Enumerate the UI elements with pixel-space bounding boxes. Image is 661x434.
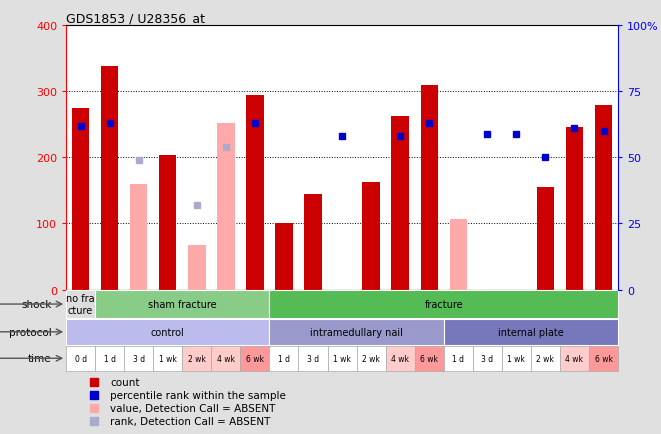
Text: no fra
cture: no fra cture bbox=[66, 293, 95, 315]
Text: 1 wk: 1 wk bbox=[333, 354, 351, 363]
Bar bbox=[537, 187, 554, 290]
Text: 4 wk: 4 wk bbox=[217, 354, 235, 363]
Bar bbox=[270, 290, 618, 318]
Text: 3 d: 3 d bbox=[133, 354, 145, 363]
Bar bbox=[66, 290, 95, 318]
Bar bbox=[66, 319, 270, 345]
Text: 2 wk: 2 wk bbox=[188, 354, 206, 363]
Bar bbox=[153, 346, 182, 371]
Text: 2 wk: 2 wk bbox=[362, 354, 380, 363]
Bar bbox=[182, 346, 212, 371]
Bar bbox=[270, 319, 444, 345]
Text: 6 wk: 6 wk bbox=[420, 354, 438, 363]
Bar bbox=[362, 182, 380, 290]
Text: 4 wk: 4 wk bbox=[565, 354, 584, 363]
Text: value, Detection Call = ABSENT: value, Detection Call = ABSENT bbox=[110, 403, 276, 413]
Text: 1 wk: 1 wk bbox=[159, 354, 176, 363]
Bar bbox=[159, 155, 176, 290]
Bar bbox=[502, 346, 531, 371]
Text: intramedullary nail: intramedullary nail bbox=[310, 327, 403, 337]
Bar bbox=[385, 346, 414, 371]
Bar bbox=[246, 96, 264, 290]
Bar bbox=[444, 346, 473, 371]
Bar bbox=[95, 290, 270, 318]
Text: count: count bbox=[110, 377, 139, 387]
Text: 0 d: 0 d bbox=[75, 354, 87, 363]
Text: control: control bbox=[151, 327, 184, 337]
Bar bbox=[299, 346, 328, 371]
Bar bbox=[356, 346, 385, 371]
Bar bbox=[391, 116, 409, 290]
Text: internal plate: internal plate bbox=[498, 327, 564, 337]
Text: 1 d: 1 d bbox=[278, 354, 290, 363]
Text: time: time bbox=[28, 353, 52, 363]
Bar bbox=[560, 346, 589, 371]
Bar bbox=[66, 346, 95, 371]
Bar bbox=[589, 346, 618, 371]
Bar bbox=[130, 184, 147, 290]
Text: 2 wk: 2 wk bbox=[537, 354, 555, 363]
Bar bbox=[72, 108, 89, 290]
Bar bbox=[95, 346, 124, 371]
Bar bbox=[531, 346, 560, 371]
Text: fracture: fracture bbox=[424, 299, 463, 309]
Bar bbox=[304, 194, 322, 290]
Text: sham fracture: sham fracture bbox=[148, 299, 217, 309]
Text: GDS1853 / U28356_at: GDS1853 / U28356_at bbox=[66, 12, 205, 25]
Text: 3 d: 3 d bbox=[481, 354, 493, 363]
Bar bbox=[241, 346, 270, 371]
Bar bbox=[124, 346, 153, 371]
Bar bbox=[217, 124, 235, 290]
Text: 1 d: 1 d bbox=[452, 354, 464, 363]
Bar bbox=[270, 346, 299, 371]
Text: 4 wk: 4 wk bbox=[391, 354, 409, 363]
Bar bbox=[473, 346, 502, 371]
Text: 3 d: 3 d bbox=[307, 354, 319, 363]
Bar bbox=[449, 219, 467, 290]
Text: percentile rank within the sample: percentile rank within the sample bbox=[110, 390, 286, 400]
Bar bbox=[420, 85, 438, 290]
Text: shock: shock bbox=[21, 299, 52, 309]
Text: protocol: protocol bbox=[9, 327, 52, 337]
Text: 1 d: 1 d bbox=[104, 354, 116, 363]
Text: 1 wk: 1 wk bbox=[508, 354, 525, 363]
Bar bbox=[595, 106, 612, 290]
Bar bbox=[328, 346, 356, 371]
Bar bbox=[212, 346, 241, 371]
Bar bbox=[566, 128, 583, 290]
Text: rank, Detection Call = ABSENT: rank, Detection Call = ABSENT bbox=[110, 416, 270, 426]
Text: 6 wk: 6 wk bbox=[246, 354, 264, 363]
Bar bbox=[444, 319, 618, 345]
Bar bbox=[188, 245, 206, 290]
Bar bbox=[275, 224, 293, 290]
Bar bbox=[101, 67, 118, 290]
Bar bbox=[414, 346, 444, 371]
Text: 6 wk: 6 wk bbox=[594, 354, 613, 363]
